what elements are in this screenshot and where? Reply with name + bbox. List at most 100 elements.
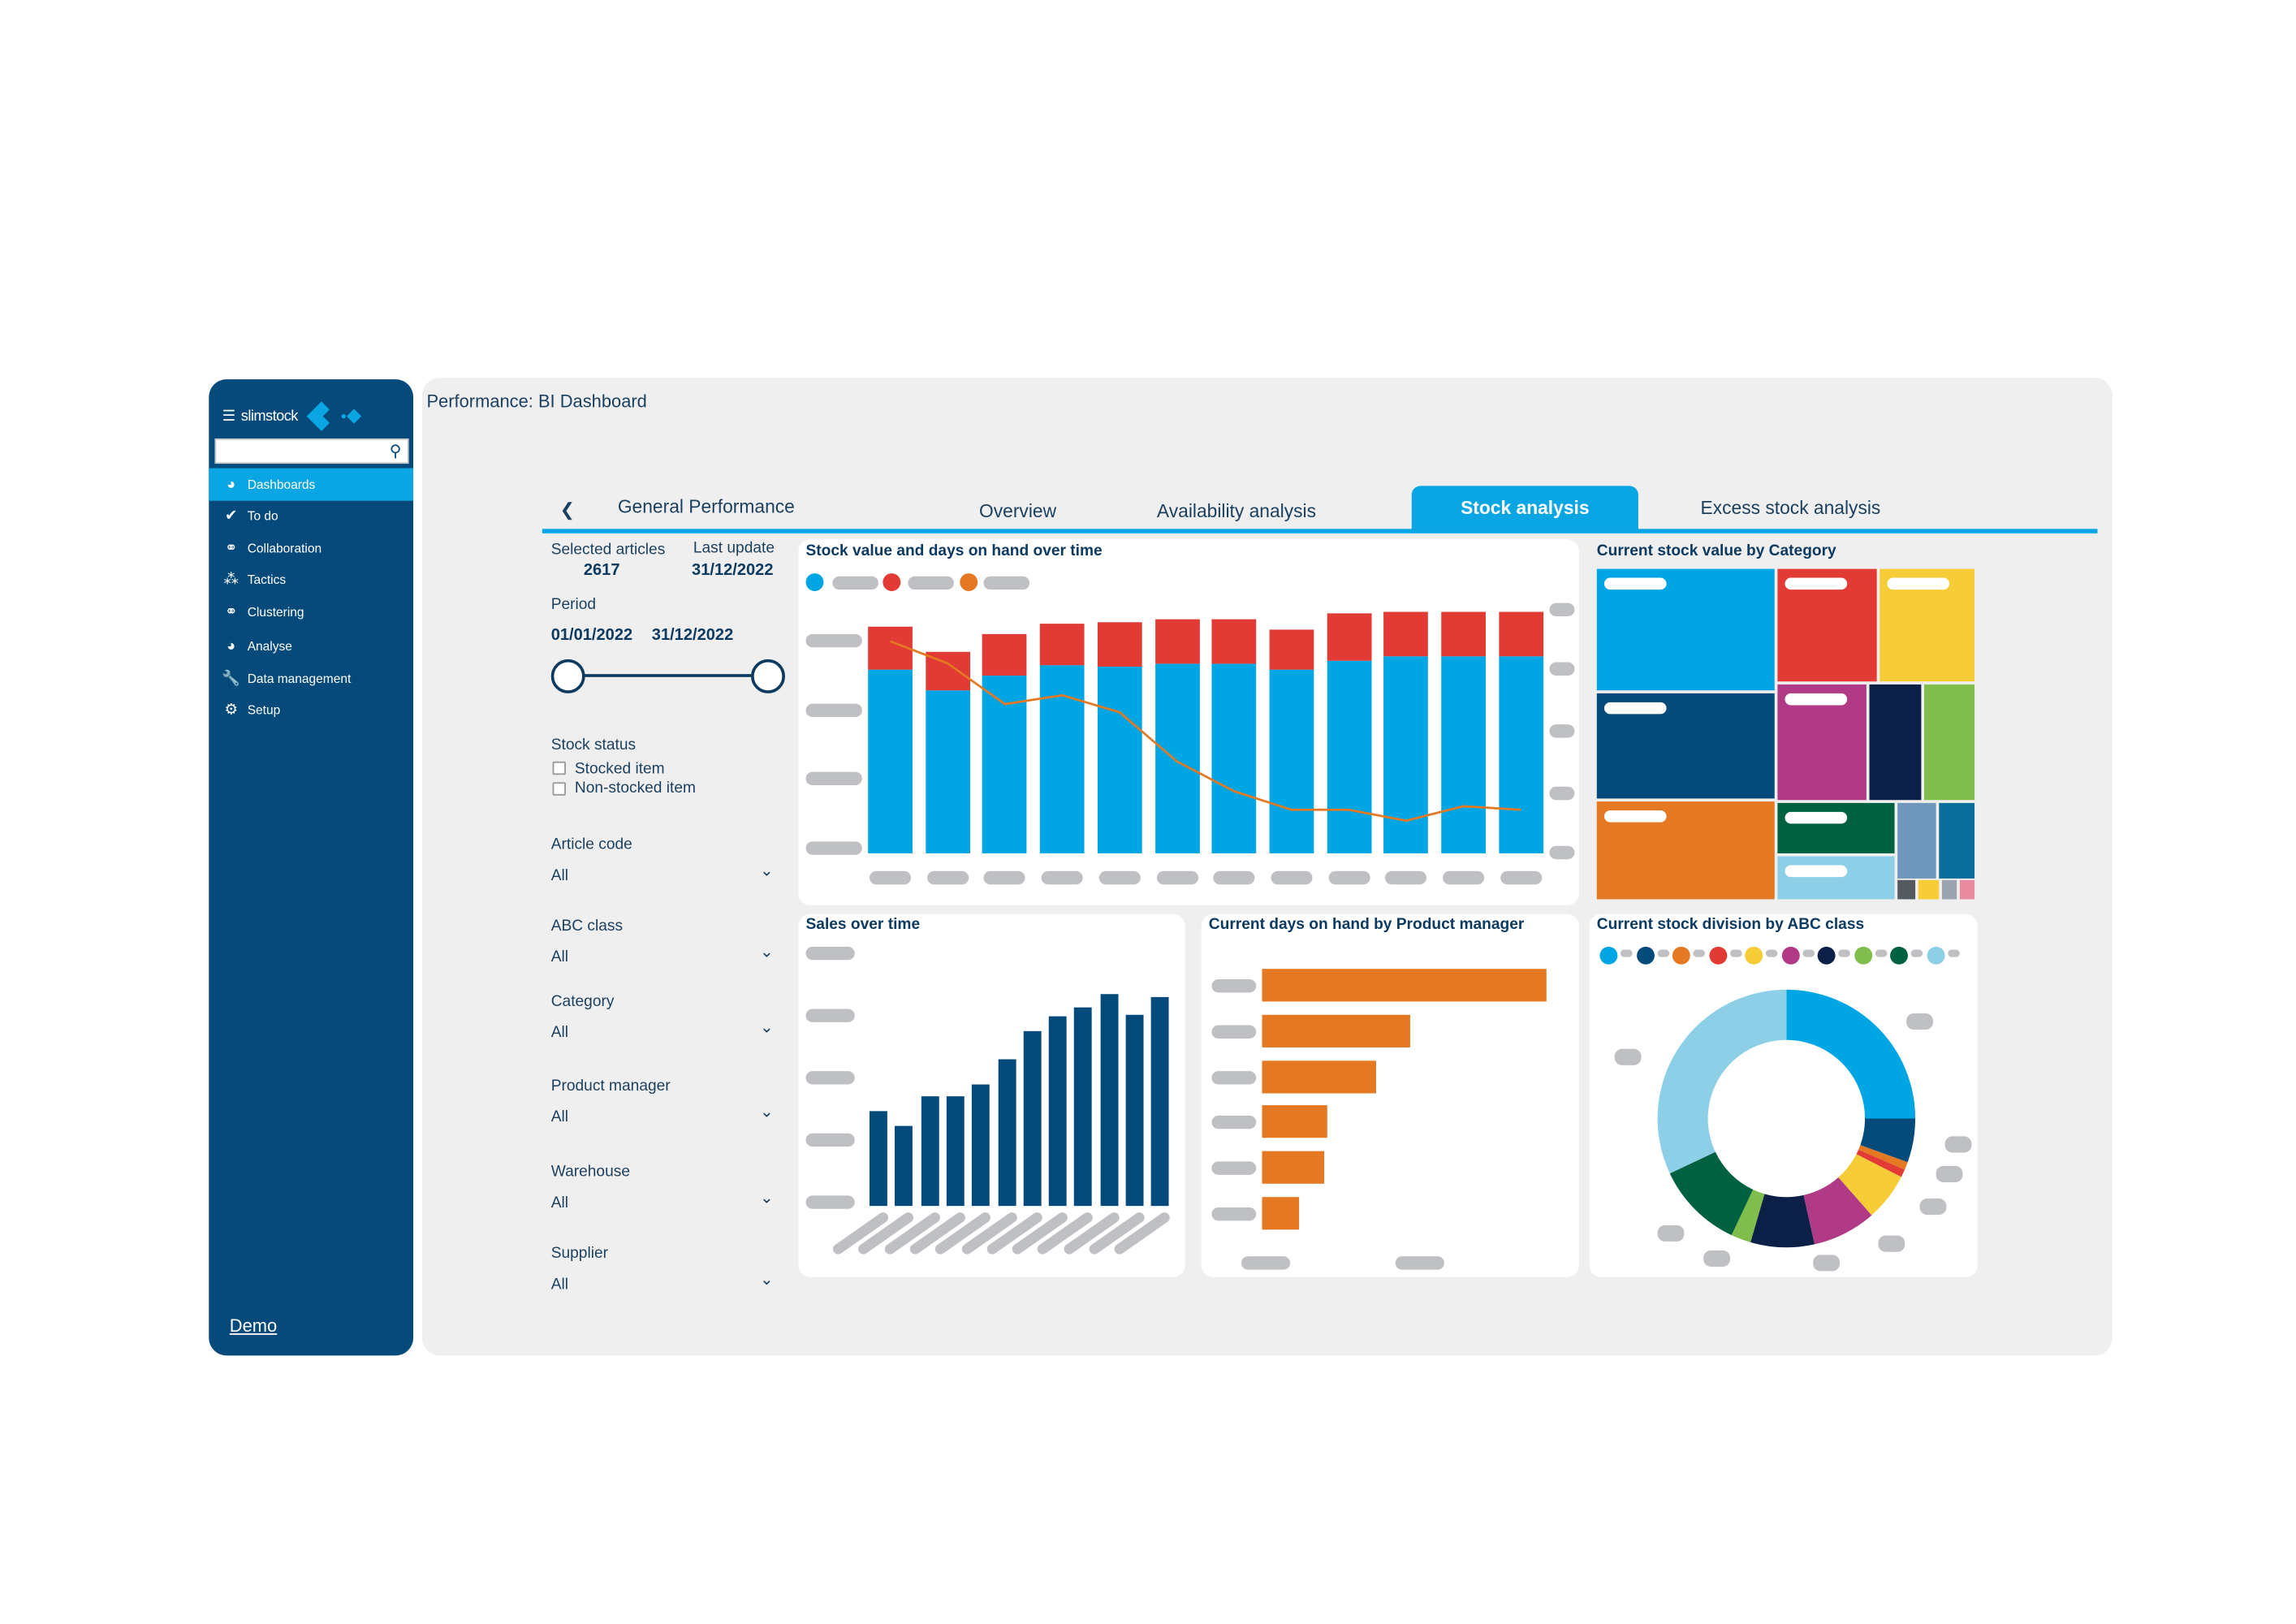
sales-bar[interactable] — [1023, 1030, 1042, 1207]
stock-value-bar-segment[interactable] — [1269, 628, 1314, 670]
chevron-down-icon[interactable]: ⌄ — [759, 862, 774, 880]
stock-value-bar[interactable] — [1211, 663, 1257, 853]
treemap-tile[interactable] — [1924, 684, 1975, 801]
treemap-tile[interactable] — [1596, 693, 1775, 799]
sidebar-item-data-management[interactable]: 🔧 Data management — [209, 663, 413, 693]
search-icon[interactable]: ⚲ — [389, 443, 402, 461]
hamburger-icon[interactable]: ☰ — [222, 408, 235, 425]
treemap-tile[interactable] — [1897, 879, 1916, 900]
donut-slice[interactable] — [1750, 1194, 1815, 1248]
stock-value-bar-segment[interactable] — [1211, 619, 1257, 663]
period-slider-end-handle[interactable] — [751, 659, 785, 693]
stock-value-bar-segment[interactable] — [1441, 612, 1486, 657]
donut-slice[interactable] — [1858, 1145, 1908, 1170]
treemap-tile[interactable] — [1918, 879, 1940, 900]
dropdown-article-code[interactable]: All ⌄ — [548, 862, 785, 891]
sales-bar[interactable] — [972, 1084, 990, 1207]
tab-general-performance[interactable]: General Performance — [617, 496, 795, 517]
stock-value-bar[interactable] — [925, 690, 970, 853]
stock-value-bar[interactable] — [1097, 666, 1142, 853]
days-on-hand-bar[interactable] — [1262, 1105, 1328, 1138]
non-stocked-item-checkbox[interactable] — [552, 782, 566, 796]
demo-link[interactable]: Demo — [229, 1315, 278, 1337]
stock-value-bar-segment[interactable] — [1039, 624, 1085, 666]
stock-value-bar[interactable] — [1154, 663, 1199, 853]
donut-slice[interactable] — [1669, 1151, 1754, 1236]
sidebar-item-tactics[interactable]: ⁂ Tactics — [209, 564, 413, 594]
days-on-hand-bar[interactable] — [1262, 1014, 1410, 1047]
treemap-tile[interactable] — [1777, 568, 1877, 682]
stock-value-bar[interactable] — [1498, 656, 1543, 853]
sidebar-item-setup[interactable]: ⚙ Setup — [209, 695, 413, 724]
dropdown-warehouse[interactable]: All ⌄ — [548, 1190, 785, 1218]
chevron-down-icon[interactable]: ⌄ — [759, 1271, 774, 1289]
treemap-tile[interactable] — [1897, 802, 1936, 879]
treemap-tile[interactable] — [1880, 568, 1975, 682]
brand-logo[interactable]: ☰ slimstock — [222, 401, 363, 431]
dropdown-product-manager[interactable]: All ⌄ — [548, 1104, 785, 1132]
chevron-down-icon[interactable]: ⌄ — [759, 944, 774, 962]
sidebar-item-dashboards[interactable]: ◕ Dashboards — [209, 468, 414, 501]
sidebar-item-clustering[interactable]: ⚭ Clustering — [209, 597, 413, 626]
sales-bar[interactable] — [1100, 993, 1118, 1207]
sidebar-item-analyse[interactable]: ◕ Analyse — [209, 631, 413, 660]
treemap-tile[interactable] — [1959, 879, 1975, 900]
donut-slice[interactable] — [1838, 1154, 1901, 1216]
sales-bar[interactable] — [1125, 1014, 1144, 1207]
stock-value-bar[interactable] — [1441, 656, 1486, 853]
days-on-hand-bar[interactable] — [1262, 1197, 1300, 1230]
treemap-tile[interactable] — [1777, 802, 1895, 853]
sales-bar[interactable] — [946, 1095, 965, 1207]
treemap-tile[interactable] — [1869, 684, 1922, 801]
chevron-down-icon[interactable]: ⌄ — [759, 1019, 774, 1038]
treemap-tile[interactable] — [1939, 802, 1975, 879]
dropdown-supplier[interactable]: All ⌄ — [548, 1271, 785, 1299]
chevron-down-icon[interactable]: ⌄ — [759, 1104, 774, 1122]
stock-value-bar-segment[interactable] — [1154, 619, 1199, 663]
dropdown-category[interactable]: All ⌄ — [548, 1019, 785, 1047]
stock-value-bar-segment[interactable] — [1097, 621, 1142, 667]
treemap-tile[interactable] — [1596, 568, 1775, 691]
period-slider-track[interactable] — [567, 674, 769, 677]
donut-slice[interactable] — [1860, 1118, 1916, 1163]
sidebar-item-collaboration[interactable]: ⚭ Collaboration — [209, 533, 413, 563]
sales-bar[interactable] — [921, 1095, 939, 1207]
stock-value-bar[interactable] — [868, 669, 913, 853]
sales-bar[interactable] — [869, 1110, 887, 1207]
sales-bar[interactable] — [1074, 1008, 1093, 1207]
chevron-down-icon[interactable]: ⌄ — [759, 1190, 774, 1207]
donut-slice[interactable] — [1803, 1177, 1872, 1245]
back-chevron-icon[interactable]: ❮ — [559, 499, 576, 520]
treemap-tile[interactable] — [1596, 801, 1775, 900]
days-on-hand-line-path[interactable] — [890, 640, 1521, 823]
donut-slice[interactable] — [1731, 1189, 1765, 1242]
sales-bar[interactable] — [997, 1059, 1016, 1207]
days-on-hand-bar[interactable] — [1262, 1060, 1376, 1094]
dropdown-abc-class[interactable]: All ⌄ — [548, 944, 785, 972]
tab-stock-analysis[interactable]: Stock analysis — [1411, 486, 1638, 532]
treemap-tile[interactable] — [1941, 879, 1957, 900]
sales-bar[interactable] — [1151, 997, 1170, 1207]
sales-bar[interactable] — [1048, 1017, 1067, 1207]
treemap-tile[interactable] — [1777, 684, 1867, 801]
tab-overview[interactable]: Overview — [978, 500, 1057, 522]
donut-slice[interactable] — [1856, 1149, 1905, 1177]
stock-value-bar-segment[interactable] — [982, 634, 1028, 676]
search-input[interactable]: ⚲ — [214, 438, 409, 464]
donut-slice[interactable] — [1657, 989, 1787, 1174]
period-slider-start-handle[interactable] — [550, 659, 585, 693]
sidebar-item-to-do[interactable]: ✔ To do — [209, 501, 413, 530]
treemap-tile[interactable] — [1777, 856, 1895, 900]
tab-excess-stock-analysis[interactable]: Excess stock analysis — [1700, 498, 1881, 519]
days-on-hand-bar[interactable] — [1262, 969, 1547, 1002]
stock-value-bar-segment[interactable] — [1498, 612, 1543, 657]
tab-availability-analysis[interactable]: Availability analysis — [1156, 500, 1317, 522]
donut-slice[interactable] — [1786, 989, 1916, 1119]
stocked-item-checkbox[interactable] — [552, 761, 566, 775]
stock-value-bar[interactable] — [1327, 661, 1371, 853]
stock-value-bar[interactable] — [1269, 669, 1314, 853]
sales-bar[interactable] — [895, 1126, 913, 1207]
days-on-hand-bar[interactable] — [1262, 1151, 1325, 1184]
stock-value-bar-segment[interactable] — [1327, 614, 1371, 662]
stock-value-bar-segment[interactable] — [1383, 612, 1429, 657]
